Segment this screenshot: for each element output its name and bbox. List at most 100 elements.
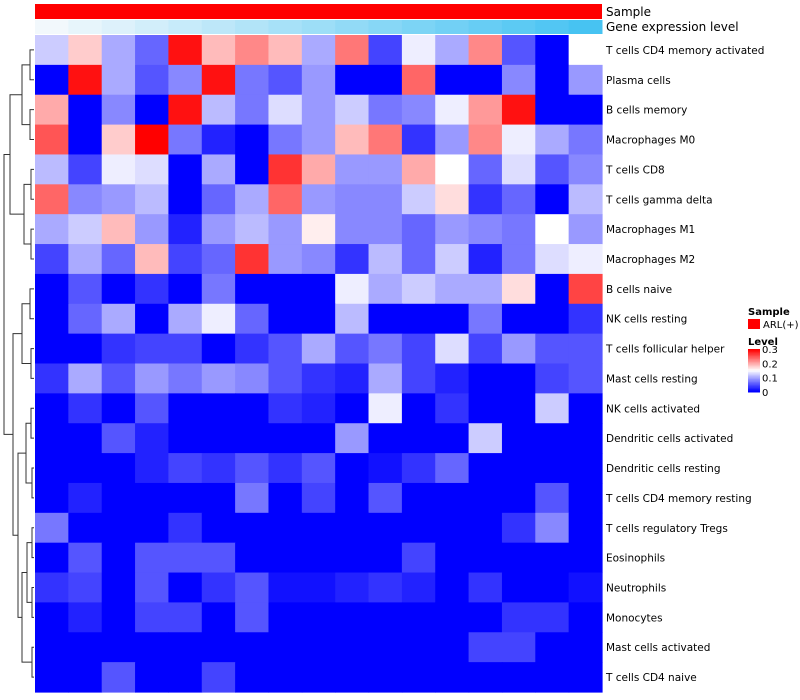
gene-expression-cell: [501, 20, 536, 34]
heatmap-cell: [301, 124, 336, 156]
heatmap-cell: [568, 542, 603, 574]
heatmap-cell: [401, 184, 436, 215]
heatmap-cell: [135, 35, 170, 66]
heatmap-cell: [368, 64, 403, 96]
heatmap-cell: [101, 632, 136, 663]
heatmap-cell: [301, 35, 336, 66]
heatmap-cell: [501, 572, 536, 604]
heatmap-cell: [135, 94, 170, 126]
heatmap-cell: [368, 423, 403, 454]
heatmap-cell: [501, 94, 536, 126]
heatmap-cell: [435, 244, 470, 275]
heatmap-cell: [135, 363, 170, 394]
heatmap-cell: [268, 512, 303, 544]
colorbar-step: [748, 369, 760, 371]
heatmap-cell: [235, 482, 270, 514]
heatmap-cell: [35, 273, 69, 305]
heatmap-cell: [468, 64, 503, 96]
heatmap-cell: [468, 512, 503, 544]
heatmap-cell: [201, 303, 236, 335]
heatmap-cell: [268, 64, 303, 96]
heatmap-cell: [201, 482, 236, 514]
heatmap-cell: [335, 512, 370, 544]
legend-level-colorbar: [748, 349, 760, 393]
heatmap-cell: [401, 602, 436, 633]
heatmap-cell: [335, 423, 370, 454]
heatmap-cell: [335, 214, 370, 245]
heatmap-cell: [235, 572, 270, 604]
heatmap-cell: [335, 363, 370, 394]
heatmap-cell: [501, 632, 536, 663]
row-label: T cells gamma delta: [605, 194, 713, 206]
heatmap-cell: [535, 35, 570, 66]
heatmap-cell: [268, 632, 303, 663]
colorbar-step: [748, 357, 760, 360]
heatmap-cell: [435, 273, 470, 305]
heatmap-cell: [68, 214, 103, 245]
heatmap-cell: [401, 423, 436, 454]
heatmap-cell: [301, 453, 336, 484]
heatmap-cell: [101, 602, 136, 633]
heatmap-cell: [35, 214, 69, 245]
heatmap-cell: [568, 363, 603, 394]
heatmap-cell: [101, 94, 136, 126]
heatmap-cell: [468, 124, 503, 156]
heatmap-cell: [501, 273, 536, 305]
heatmap-cell: [101, 154, 136, 185]
heatmap-cell: [68, 632, 103, 663]
heatmap-cell: [235, 662, 270, 693]
heatmap-cell: [301, 214, 336, 245]
heatmap-cell: [301, 512, 336, 544]
legend-level-ticks: 0.3 0.2 0.1 0: [762, 345, 778, 399]
heatmap-cell: [535, 482, 570, 514]
heatmap-cell: [468, 244, 503, 275]
heatmap-cell: [68, 512, 103, 544]
legend-sample-swatch: [748, 319, 760, 329]
heatmap-cell: [401, 154, 436, 185]
heatmap-cell: [435, 482, 470, 514]
colorbar-step: [748, 374, 760, 377]
gene-expression-cell: [301, 20, 336, 34]
row-label: Mast cells resting: [606, 373, 698, 385]
heatmap-cell: [68, 35, 103, 66]
heatmap-cell: [268, 35, 303, 66]
heatmap-cell: [235, 333, 270, 365]
heatmap-cell: [201, 393, 236, 424]
heatmap-cell: [368, 482, 403, 514]
heatmap-cell: [501, 453, 536, 484]
heatmap-cell: [401, 662, 436, 693]
heatmap-cell: [168, 64, 203, 96]
heatmap-cell: [568, 273, 603, 305]
heatmap-cell: [468, 453, 503, 484]
heatmap-cell: [135, 184, 170, 215]
gene-expression-cell: [535, 20, 570, 34]
heatmap-cell: [101, 572, 136, 604]
heatmap-cell: [135, 542, 170, 574]
heatmap-cell: [168, 363, 203, 394]
heatmap-cell: [335, 124, 370, 156]
heatmap-cell: [301, 333, 336, 365]
heatmap-cell: [135, 244, 170, 275]
heatmap-cell: [568, 214, 603, 245]
gene-expression-cell: [568, 20, 603, 34]
row-label: Macrophages M0: [606, 135, 695, 147]
heatmap-cell: [168, 512, 203, 544]
heatmap-cell: [168, 154, 203, 185]
heatmap-cell: [268, 124, 303, 156]
row-label: NK cells activated: [606, 403, 700, 415]
heatmap-cell: [368, 632, 403, 663]
gene-expression-cell: [68, 20, 103, 34]
dendrogram-branch: [31, 646, 34, 678]
heatmap-cell: [435, 512, 470, 544]
heatmap-cell: [35, 453, 69, 484]
heatmap-cell: [401, 542, 436, 574]
heatmap-cell: [35, 94, 69, 126]
heatmap-cell: [435, 184, 470, 215]
heatmap-cell: [535, 542, 570, 574]
heatmap-cell: [301, 602, 336, 633]
colorbar-step: [748, 381, 760, 384]
heatmap-cell: [68, 64, 103, 96]
heatmap-cell: [401, 363, 436, 394]
heatmap-cell: [68, 363, 103, 394]
heatmap-cell: [301, 64, 336, 96]
